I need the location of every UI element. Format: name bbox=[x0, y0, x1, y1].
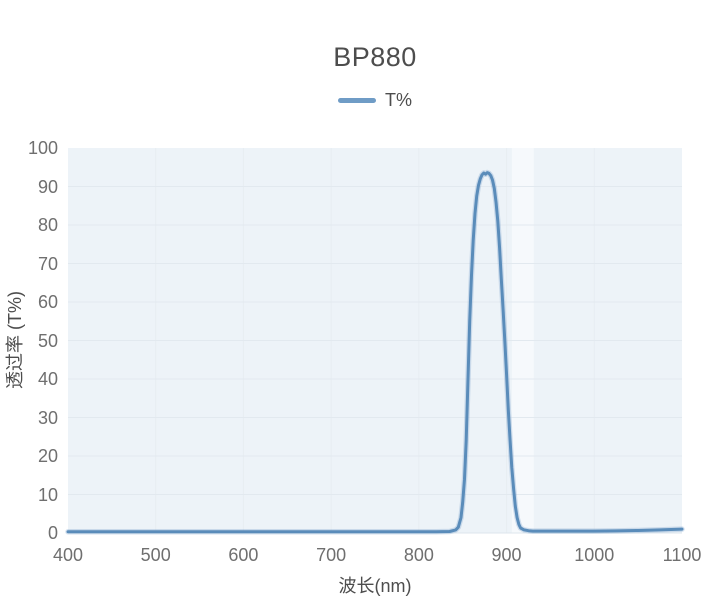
transmission-curve bbox=[66, 171, 684, 534]
y-tick-label: 30 bbox=[37, 407, 58, 428]
x-tick-label: 500 bbox=[140, 545, 171, 565]
x-axis-title: 波长(nm) bbox=[338, 576, 412, 596]
y-tick-label: 70 bbox=[37, 253, 58, 274]
y-tick-label: 80 bbox=[37, 215, 58, 235]
y-tick-label: 90 bbox=[37, 176, 58, 197]
y-tick-label: 60 bbox=[37, 292, 58, 312]
x-tick-label: 800 bbox=[403, 545, 434, 565]
legend-item-t-percent[interactable]: T% bbox=[338, 90, 412, 111]
y-tick-label: 100 bbox=[27, 138, 58, 158]
y-tick-label: 0 bbox=[47, 523, 58, 543]
x-tick-label: 900 bbox=[491, 545, 522, 565]
y-tick-label: 40 bbox=[37, 369, 58, 389]
legend-line-icon bbox=[338, 98, 376, 103]
x-tick-label: 600 bbox=[228, 545, 259, 565]
x-tick-label: 400 bbox=[52, 545, 84, 565]
chart-title: BP880 bbox=[333, 42, 417, 72]
x-tick-label: 1100 bbox=[662, 545, 702, 565]
legend-label: T% bbox=[385, 90, 412, 110]
y-tick-label: 50 bbox=[37, 330, 58, 351]
y-tick-label: 20 bbox=[37, 446, 58, 466]
x-tick-label: 700 bbox=[316, 545, 347, 565]
legend: T% bbox=[68, 90, 682, 111]
x-tick-label: 1000 bbox=[574, 545, 615, 565]
y-tick-label: 10 bbox=[37, 484, 58, 505]
